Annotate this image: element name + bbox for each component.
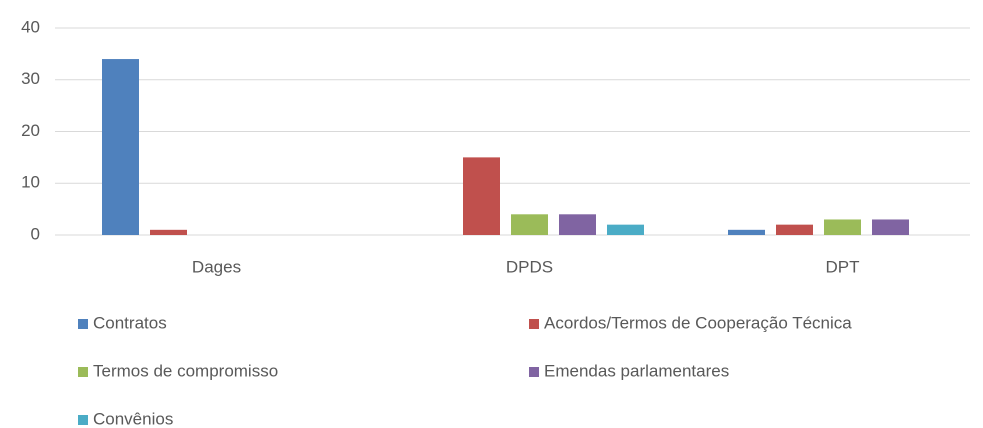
x-tick-label: DPT (826, 257, 860, 276)
legend-label: Emendas parlamentares (544, 361, 729, 380)
legend-label: Acordos/Termos de Cooperação Técnica (544, 313, 852, 332)
bar (102, 59, 139, 235)
bar (511, 214, 548, 235)
y-tick-label: 30 (21, 69, 40, 88)
y-tick-label: 40 (21, 17, 40, 36)
legend-swatch (78, 367, 88, 377)
bar (872, 219, 909, 235)
legend-label: Convênios (93, 409, 173, 428)
bar (728, 229, 765, 235)
legend-swatch (529, 319, 539, 329)
y-tick-label: 0 (31, 224, 40, 243)
legend-label: Termos de compromisso (93, 361, 278, 380)
bar (150, 229, 187, 235)
bar (463, 157, 500, 235)
legend-swatch (78, 415, 88, 425)
legend-swatch (78, 319, 88, 329)
legend-swatch (529, 367, 539, 377)
bar (559, 214, 596, 235)
bar (824, 219, 861, 235)
x-tick-label: Dages (192, 257, 241, 276)
bar (776, 224, 813, 235)
bar (607, 224, 644, 235)
legend-label: Contratos (93, 313, 167, 332)
y-tick-label: 20 (21, 121, 40, 140)
x-tick-label: DPDS (506, 257, 553, 276)
y-tick-label: 10 (21, 173, 40, 192)
